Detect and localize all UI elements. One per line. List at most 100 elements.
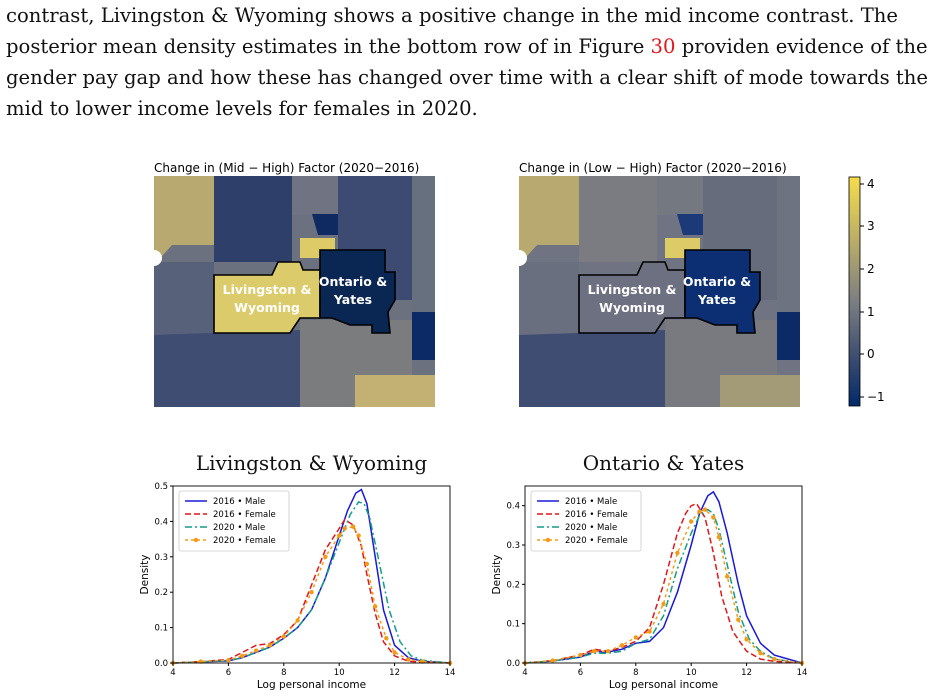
figure-reference-link[interactable]: 30	[650, 35, 676, 58]
series-line-1	[524, 490, 803, 664]
map-right-label-a2: Wyoming	[599, 300, 665, 315]
series-line-3	[172, 501, 451, 664]
series-marker	[736, 617, 741, 622]
series-marker	[295, 618, 300, 623]
map-right-label-a1: Livingston &	[588, 282, 677, 297]
map-region	[519, 262, 579, 335]
paragraph-line-4: mid to lower income levels for females i…	[6, 97, 478, 120]
plot-frame	[172, 485, 451, 664]
map-region	[412, 176, 435, 312]
map-left-label-a1: Livingston &	[223, 282, 312, 297]
series-marker	[697, 509, 702, 514]
x-tick-label: 8	[281, 668, 286, 678]
y-tick-label: 0.2	[154, 588, 168, 598]
map-region	[292, 176, 338, 215]
chart-title: Livingston & Wyoming	[196, 451, 427, 475]
map-region	[154, 330, 300, 407]
series-marker	[384, 636, 389, 641]
x-axis-label: Log personal income	[609, 679, 718, 691]
x-tick-label: 12	[741, 668, 752, 678]
map-region	[312, 214, 338, 235]
colorbar-tick-label: 2	[867, 262, 875, 276]
series-marker	[281, 634, 286, 639]
y-tick-label: 0.4	[506, 502, 520, 512]
colorbar-tick-label: 1	[867, 305, 875, 319]
map-region	[519, 330, 665, 407]
plot-frame	[524, 485, 803, 664]
map-left	[154, 176, 435, 407]
series-marker	[702, 507, 708, 512]
x-tick-label: 14	[445, 668, 456, 678]
series-line-2	[172, 518, 451, 664]
map-region	[777, 312, 800, 360]
series-marker	[716, 534, 722, 540]
map-region	[777, 176, 800, 312]
series-line-3	[524, 508, 803, 664]
map-region-ontario-yates	[684, 249, 761, 334]
x-axis-label: Log personal income	[257, 679, 366, 691]
map-region	[579, 176, 657, 262]
legend-label: 2020 • Female	[565, 536, 628, 546]
series-marker	[619, 643, 625, 648]
x-tick-label: 8	[633, 668, 638, 678]
series-marker	[647, 629, 652, 634]
y-tick-label: 0.0	[506, 659, 520, 669]
x-tick-label: 12	[389, 668, 400, 678]
series-marker	[661, 601, 666, 607]
y-tick-label: 0.5	[154, 482, 168, 492]
series-marker	[605, 649, 611, 654]
series-marker	[725, 574, 730, 579]
y-tick-label: 0.3	[506, 541, 520, 551]
series-marker	[633, 635, 638, 640]
colorbar-tick-label: 0	[867, 347, 875, 361]
series-marker	[592, 649, 597, 654]
map-region	[154, 262, 214, 335]
map-region	[657, 176, 703, 215]
map-region	[412, 312, 435, 360]
series-marker	[323, 554, 328, 559]
y-axis-label: Density	[139, 555, 151, 595]
series-marker	[337, 533, 342, 538]
series-marker	[689, 519, 694, 524]
y-tick-label: 0.2	[506, 580, 520, 590]
map-left-title: Change in (Mid − High) Factor (2020−2016…	[154, 161, 419, 175]
map-region	[720, 375, 800, 407]
line2-before: posterior mean density estimates in the …	[6, 35, 651, 58]
paragraph-line-1: contrast, Livingston & Wyoming shows a p…	[6, 4, 899, 27]
map-right	[519, 176, 800, 407]
x-tick-label: 10	[334, 668, 345, 678]
series-marker	[550, 658, 555, 663]
body-paragraph: contrast, Livingston & Wyoming shows a p…	[6, 0, 940, 124]
x-tick-label: 6	[226, 668, 231, 678]
series-marker	[309, 590, 314, 595]
series-marker	[240, 653, 245, 659]
series-marker	[267, 643, 273, 648]
x-tick-label: 14	[797, 668, 808, 678]
series-line-2	[524, 502, 803, 664]
map-right-title: Change in (Low − High) Factor (2020−2016…	[519, 161, 787, 175]
colorbar-tick-label: 3	[867, 219, 875, 233]
paragraph-line-2: posterior mean density estimates in the …	[6, 31, 940, 62]
legend-box	[178, 490, 290, 552]
series-marker	[350, 524, 356, 529]
colorbar-tick-label: 4	[867, 177, 875, 191]
series-marker	[392, 650, 397, 655]
series-marker	[578, 652, 583, 658]
y-axis-label: Density	[491, 555, 503, 595]
map-region	[519, 176, 579, 265]
y-tick-label: 0.3	[154, 553, 168, 563]
series-marker	[711, 515, 716, 520]
colorbar-ticks: 4 3 2 1 0 −1	[860, 177, 885, 404]
map-region	[355, 375, 435, 407]
legend-label: 2016 • Male	[565, 497, 617, 507]
map-region-ontario-yates	[319, 249, 396, 334]
series-line-4	[172, 525, 451, 664]
map-left-label-a2: Wyoming	[234, 300, 300, 315]
y-tick-label: 0.1	[506, 620, 520, 630]
series-marker	[356, 533, 361, 538]
colorbar	[848, 176, 861, 407]
legend-box	[530, 490, 642, 552]
series-marker	[675, 550, 680, 556]
